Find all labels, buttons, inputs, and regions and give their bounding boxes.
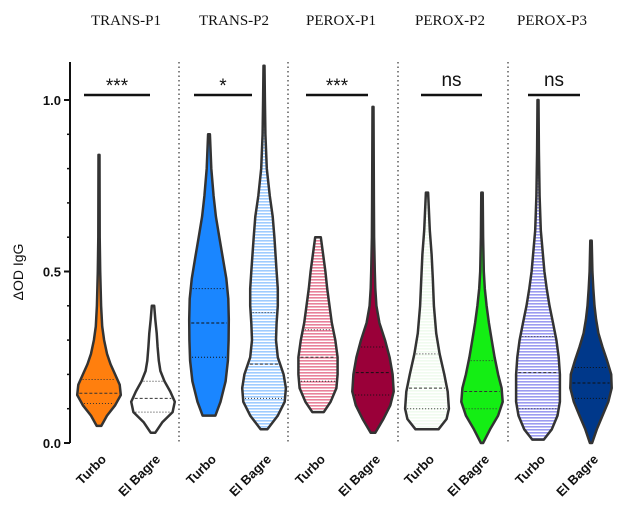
significance-label-3: *** — [326, 76, 349, 97]
panel-title-3: PEROX-P1 — [306, 13, 376, 29]
panel-title-2: TRANS-P2 — [199, 13, 269, 29]
x-category-labels: Turbo El Bagre Turbo El Bagre Turbo El Bagre T… — [73, 451, 601, 499]
violin-1-el-bagre — [129, 304, 177, 434]
violin-2-turbo — [187, 133, 231, 417]
significance-label-1: *** — [106, 76, 129, 97]
y-tick-label-0: 0.0 — [43, 436, 61, 451]
violin-2-el-bagre — [240, 64, 288, 431]
panel-title-1: TRANS-P1 — [91, 13, 161, 29]
violin-4-el-bagre — [460, 191, 504, 445]
violin-5-el-bagre — [569, 239, 613, 445]
x-label-1-2: El Bagre — [115, 452, 163, 500]
violin-3-el-bagre — [351, 105, 395, 434]
panel-titles: TRANS-P1 TRANS-P2 PEROX-P1 PEROX-P2 PERO… — [91, 13, 587, 29]
panel-separators — [178, 62, 509, 443]
x-label-3-2: El Bagre — [335, 452, 383, 500]
y-tick-label-2: 1.0 — [43, 93, 61, 108]
panel-title-5: PEROX-P3 — [517, 13, 587, 29]
x-label-5-2: El Bagre — [553, 452, 601, 500]
violin-5-turbo — [514, 98, 562, 441]
violins — [75, 64, 613, 445]
panel-title-4: PEROX-P2 — [415, 13, 485, 29]
significance-annotations: *** * *** ns ns — [84, 70, 580, 97]
y-tick-label-1: 0.5 — [43, 265, 61, 280]
violin-1-turbo — [75, 153, 123, 428]
x-label-2-1: Turbo — [183, 451, 219, 487]
violin-4-turbo — [403, 191, 451, 431]
x-label-3-1: Turbo — [292, 451, 328, 487]
y-axis-label: ΔOD IgG — [10, 244, 26, 301]
significance-label-4: ns — [441, 70, 461, 91]
significance-label-5: ns — [544, 70, 564, 91]
violin-3-turbo — [297, 235, 339, 414]
x-label-1-1: Turbo — [73, 451, 109, 487]
y-axis: 0.0 0.5 1.0 — [43, 62, 71, 451]
x-label-2-2: El Bagre — [226, 452, 274, 500]
x-label-4-2: El Bagre — [444, 452, 492, 500]
significance-label-2: * — [219, 76, 227, 97]
x-label-5-1: Turbo — [512, 451, 548, 487]
x-label-4-1: Turbo — [401, 451, 437, 487]
